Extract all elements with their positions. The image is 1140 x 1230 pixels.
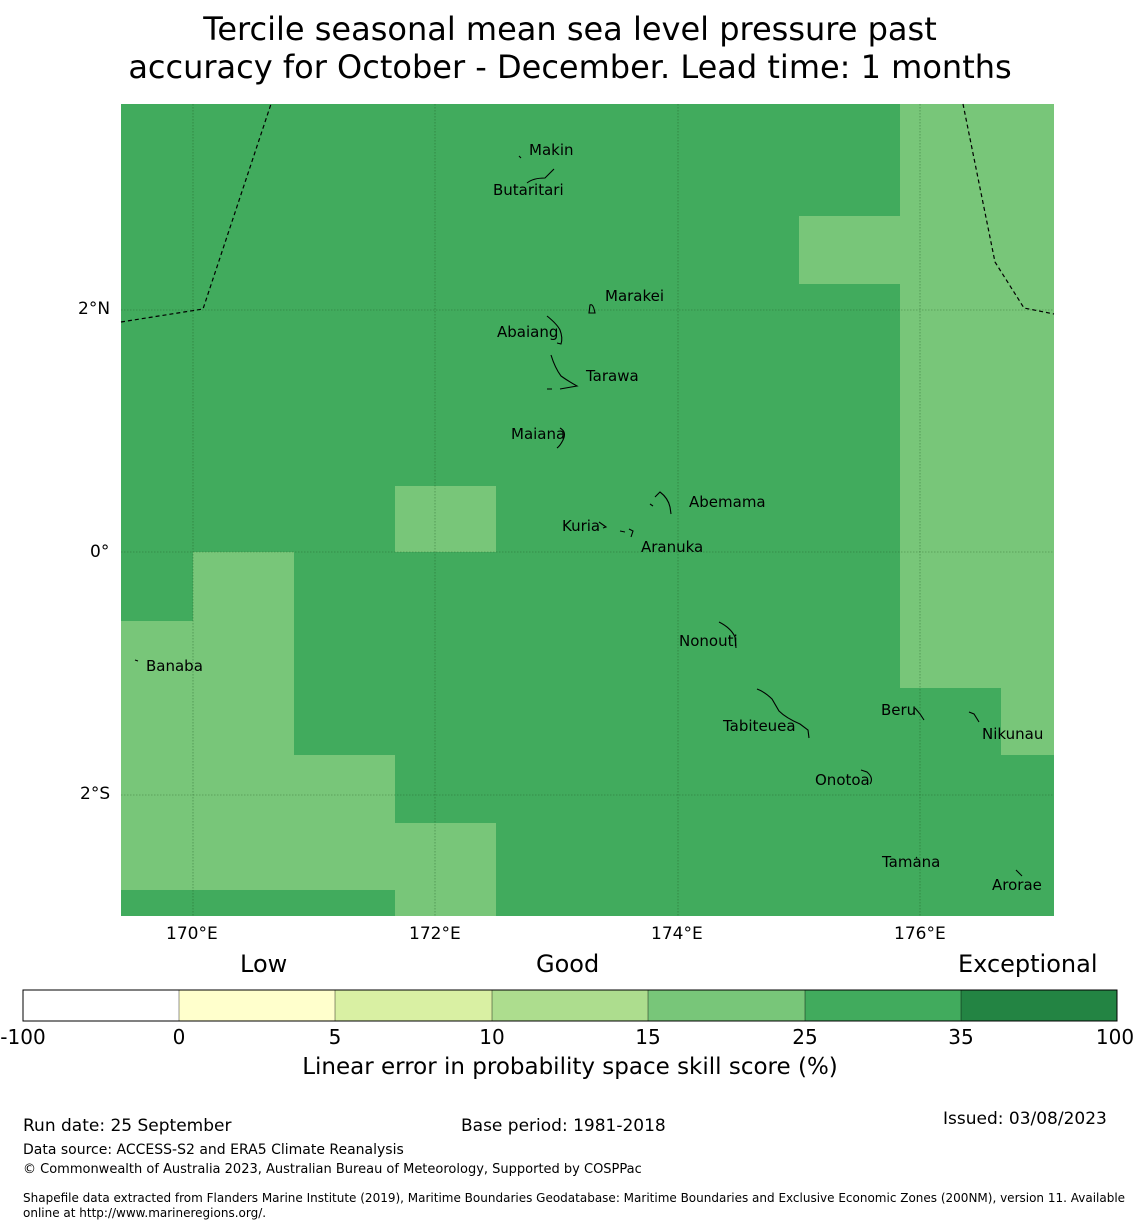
grid-cell-northeast-block [799, 216, 900, 284]
label-tamana: Tamana [881, 853, 940, 871]
chart-title: Tercile seasonal mean sea level pressure… [0, 10, 1140, 86]
label-abaiang: Abaiang [497, 323, 558, 341]
colorbar-seg-6 [961, 990, 1117, 1021]
base-period: Base period: 1981-2018 [461, 1116, 666, 1136]
colorbar-header-low: Low [240, 950, 288, 978]
lat-label-0: 0° [90, 542, 110, 562]
colorbar-frame [22, 989, 1118, 1022]
colorbar-seg-0 [23, 990, 179, 1021]
label-nikunau: Nikunau [982, 725, 1043, 743]
lon-label-170e: 170°E [166, 924, 218, 944]
label-arorae: Arorae [992, 876, 1042, 894]
island-onotoa [860, 769, 873, 785]
colorbar-tick: 15 [635, 1025, 661, 1049]
island-abemama [649, 491, 672, 515]
label-marakei: Marakei [605, 287, 664, 305]
lat-label-2n: 2°N [78, 299, 111, 319]
colorbar-tick: 100 [1095, 1025, 1135, 1049]
colorbar-seg-2 [335, 990, 492, 1021]
issued-date: Issued: 03/08/2023 [943, 1109, 1107, 1129]
island-abaiang [546, 315, 563, 345]
island-maiana [556, 427, 566, 449]
colorbar-tick: 10 [479, 1025, 505, 1049]
colorbar-seg-4 [648, 990, 805, 1021]
island-butaritari [526, 168, 555, 184]
colorbar-seg-1 [179, 990, 335, 1021]
label-maiana: Maiana [511, 425, 565, 443]
label-tabiteuea: Tabiteuea [722, 717, 796, 735]
eez-boundaries [120, 103, 1055, 323]
copyright: © Commonwealth of Australia 2023, Austra… [23, 1162, 642, 1177]
colorbar-label: Linear error in probability space skill … [302, 1054, 838, 1080]
colorbar-seg-5 [805, 990, 961, 1021]
colorbar-tick: 5 [328, 1025, 342, 1049]
label-butaritari: Butaritari [493, 181, 564, 199]
run-date: Run date: 25 September [23, 1116, 232, 1136]
island-tamana [915, 856, 918, 859]
eez-boundary-west [120, 103, 272, 323]
title-line-1: Tercile seasonal mean sea level pressure… [203, 10, 937, 48]
island-makin [518, 155, 522, 159]
shapefile-credit-line-1: Shapefile data extracted from Flanders M… [23, 1191, 1126, 1205]
data-source: Data source: ACCESS-S2 and ERA5 Climate … [23, 1142, 404, 1158]
label-banaba: Banaba [146, 657, 203, 675]
island-banaba [134, 659, 139, 662]
lon-label-174e: 174°E [651, 924, 703, 944]
graticule [121, 104, 1054, 916]
island-arorae [1015, 869, 1023, 877]
grid-cell-central-block [395, 486, 496, 552]
grid-cell-east-edge [1001, 688, 1054, 755]
island-kuria [598, 521, 608, 529]
island-nonouti [718, 621, 737, 649]
label-kuria: Kuria [562, 517, 600, 535]
skill-grid [121, 104, 1054, 916]
colorbar-header-good: Good [536, 950, 600, 978]
label-onotoa: Onotoa [815, 771, 870, 789]
grid-cell-southwest-region [121, 552, 496, 916]
island-outlines [134, 155, 1023, 877]
label-nonouti: Nonouti [679, 632, 738, 650]
label-aranuka: Aranuka [641, 538, 703, 556]
island-labels: Makin Butaritari Marakei Abaiang Tarawa … [146, 141, 1043, 894]
colorbar [22, 989, 1118, 1022]
lon-label-172e: 172°E [409, 924, 461, 944]
colorbar-tick: -100 [0, 1025, 46, 1049]
title-line-2: accuracy for October - December. Lead ti… [128, 48, 1012, 86]
label-abemama: Abemama [689, 493, 766, 511]
grid-cell-east-band [900, 104, 1054, 688]
eez-boundary-east [962, 103, 1055, 315]
colorbar-tick: 25 [792, 1025, 818, 1049]
colorbar-seg-3 [492, 990, 648, 1021]
colorbar-header-exceptional: Exceptional [958, 950, 1098, 978]
island-marakei [588, 304, 596, 314]
colorbar-tick: 0 [172, 1025, 186, 1049]
label-beru: Beru [881, 701, 916, 719]
lat-label-2s: 2°S [80, 784, 111, 804]
label-tarawa: Tarawa [585, 367, 639, 385]
island-nikunau [968, 711, 980, 723]
lon-label-176e: 176°E [894, 924, 946, 944]
island-aranuka [619, 528, 634, 538]
island-beru [914, 707, 925, 721]
island-tarawa [547, 354, 579, 390]
label-makin: Makin [529, 141, 574, 159]
shapefile-credit-line-2: online at http://www.marineregions.org/. [23, 1206, 267, 1220]
colorbar-tick: 35 [948, 1025, 974, 1049]
island-tabiteuea [756, 688, 810, 739]
